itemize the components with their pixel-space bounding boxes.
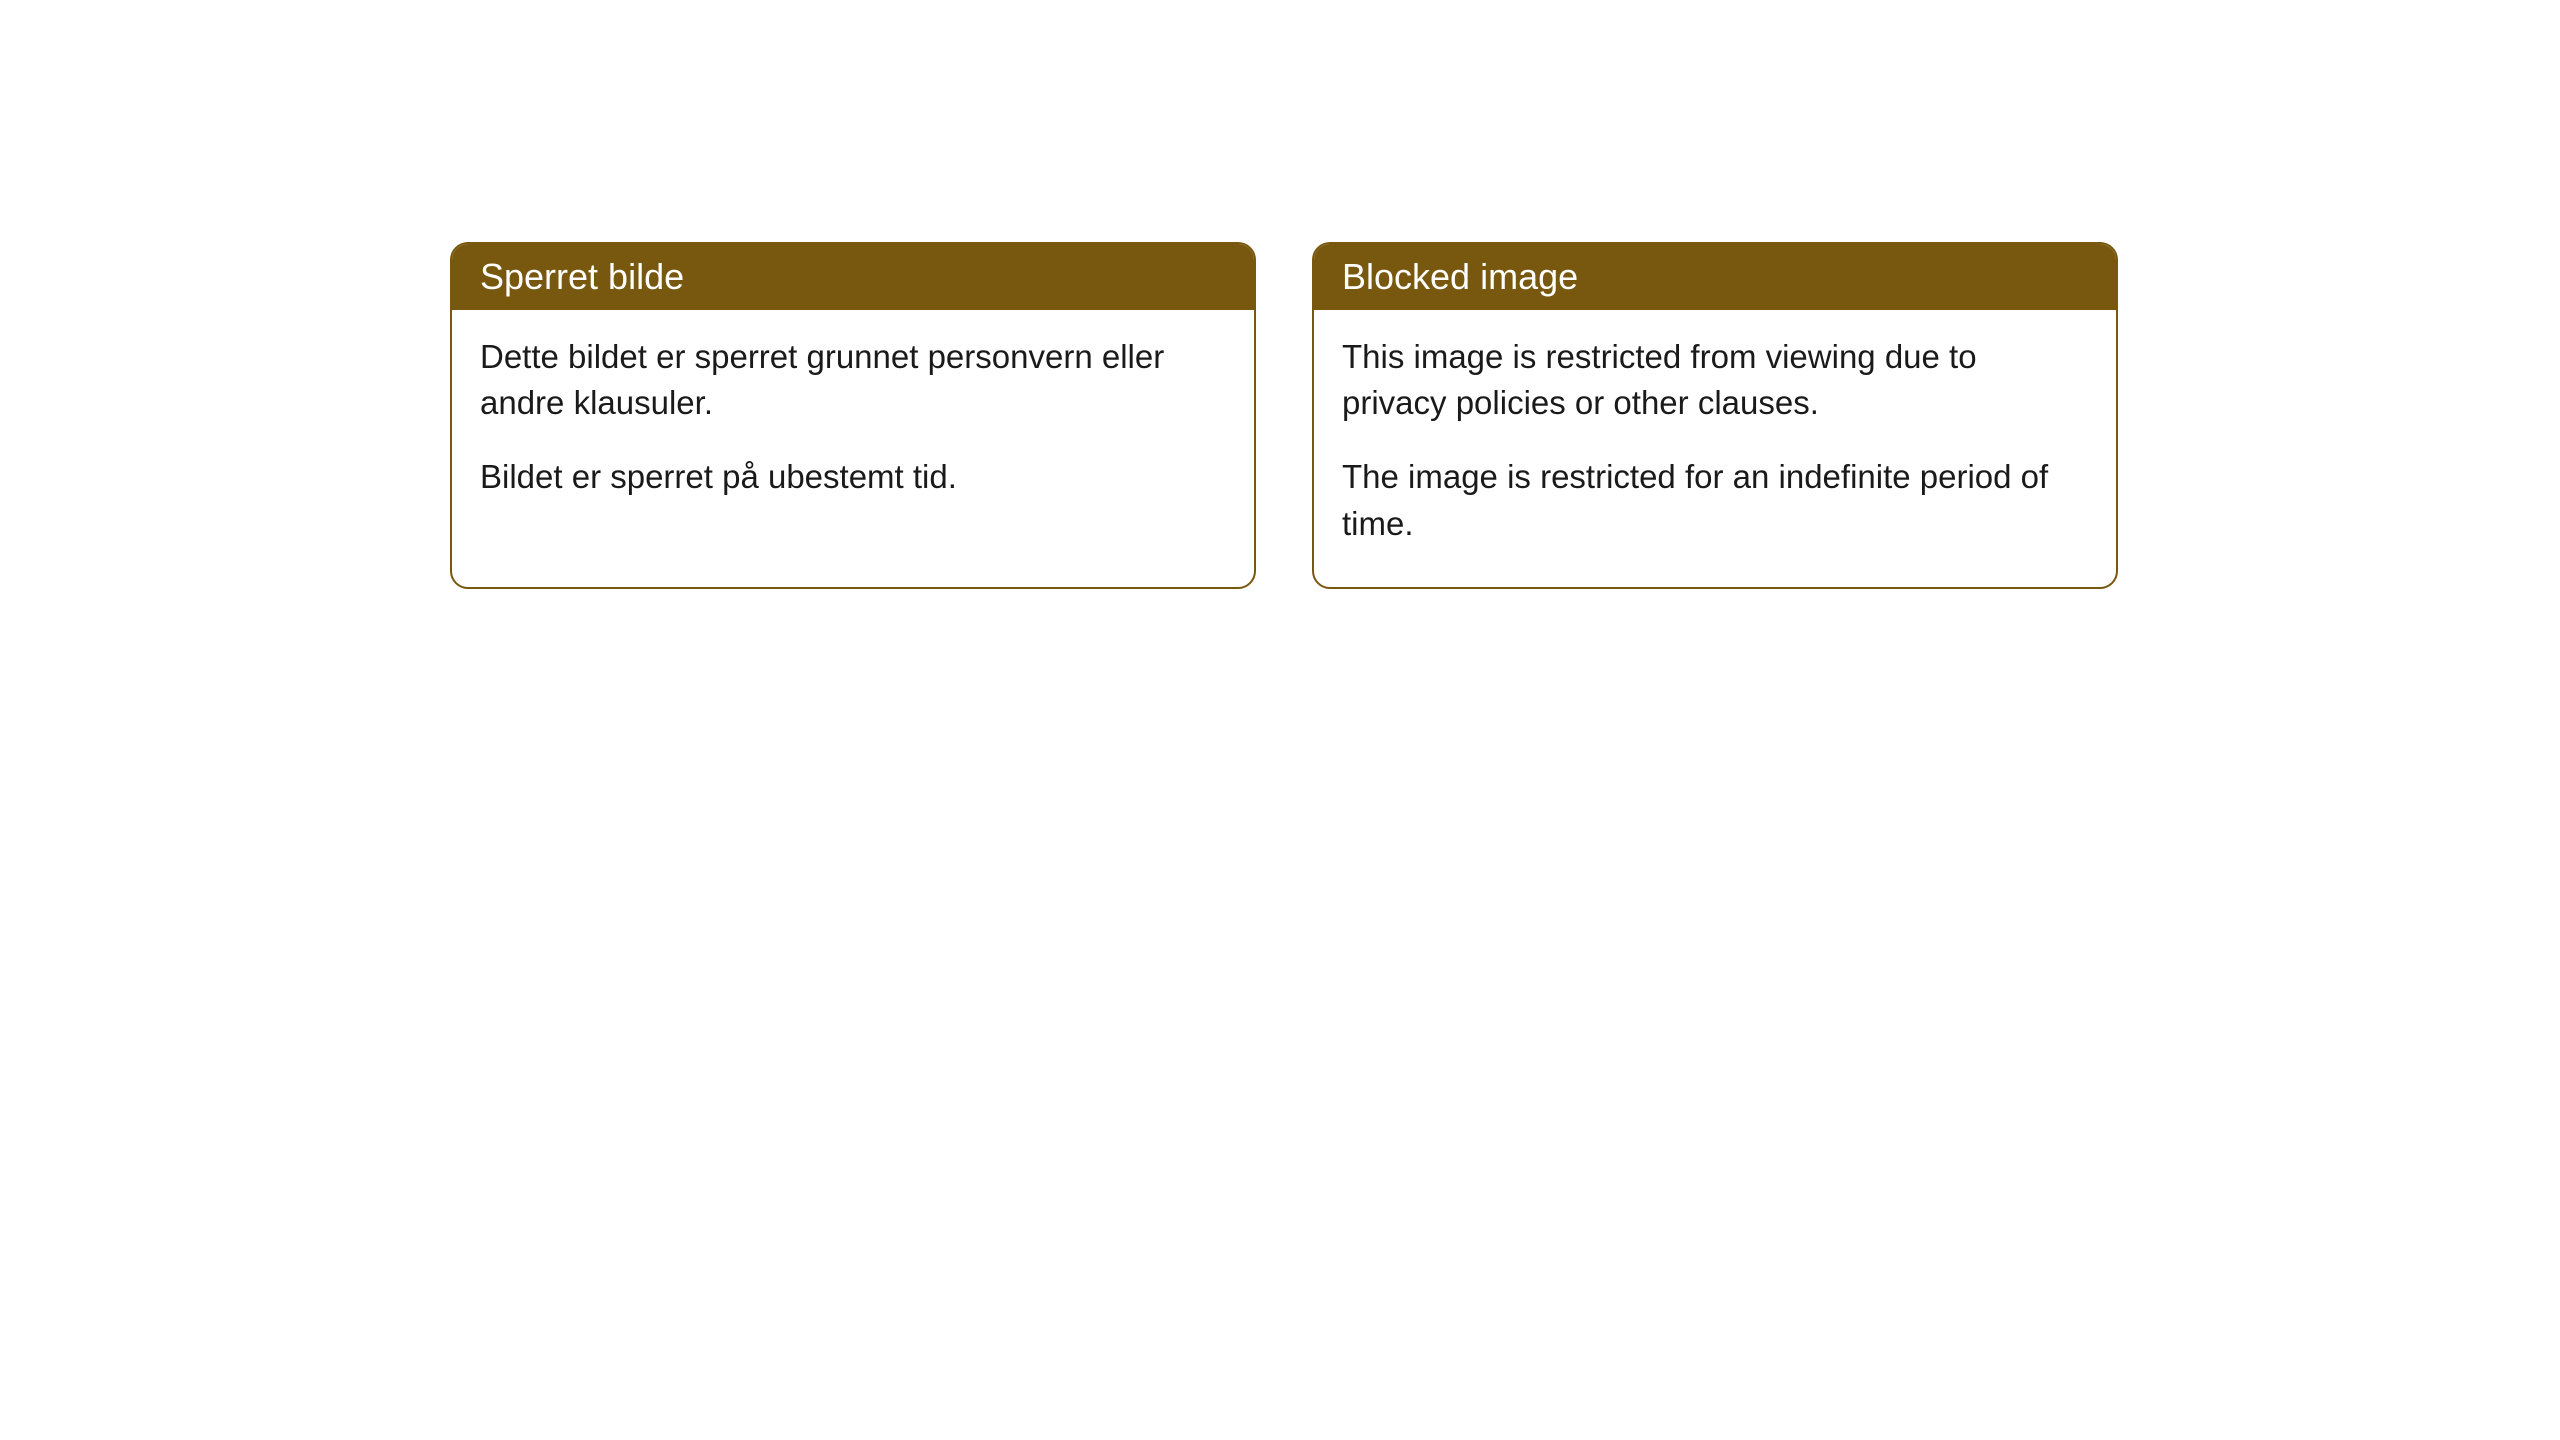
- card-paragraph: Bildet er sperret på ubestemt tid.: [480, 454, 1226, 500]
- card-title: Blocked image: [1342, 256, 1578, 297]
- notice-card-english: Blocked image This image is restricted f…: [1312, 242, 2118, 589]
- notice-card-norwegian: Sperret bilde Dette bildet er sperret gr…: [450, 242, 1256, 589]
- card-paragraph: This image is restricted from viewing du…: [1342, 334, 2088, 426]
- card-body-norwegian: Dette bildet er sperret grunnet personve…: [452, 310, 1254, 541]
- card-body-english: This image is restricted from viewing du…: [1314, 310, 2116, 587]
- card-title: Sperret bilde: [480, 256, 684, 297]
- card-paragraph: Dette bildet er sperret grunnet personve…: [480, 334, 1226, 426]
- card-paragraph: The image is restricted for an indefinit…: [1342, 454, 2088, 546]
- notice-container: Sperret bilde Dette bildet er sperret gr…: [0, 0, 2560, 589]
- card-header-english: Blocked image: [1314, 244, 2116, 310]
- card-header-norwegian: Sperret bilde: [452, 244, 1254, 310]
